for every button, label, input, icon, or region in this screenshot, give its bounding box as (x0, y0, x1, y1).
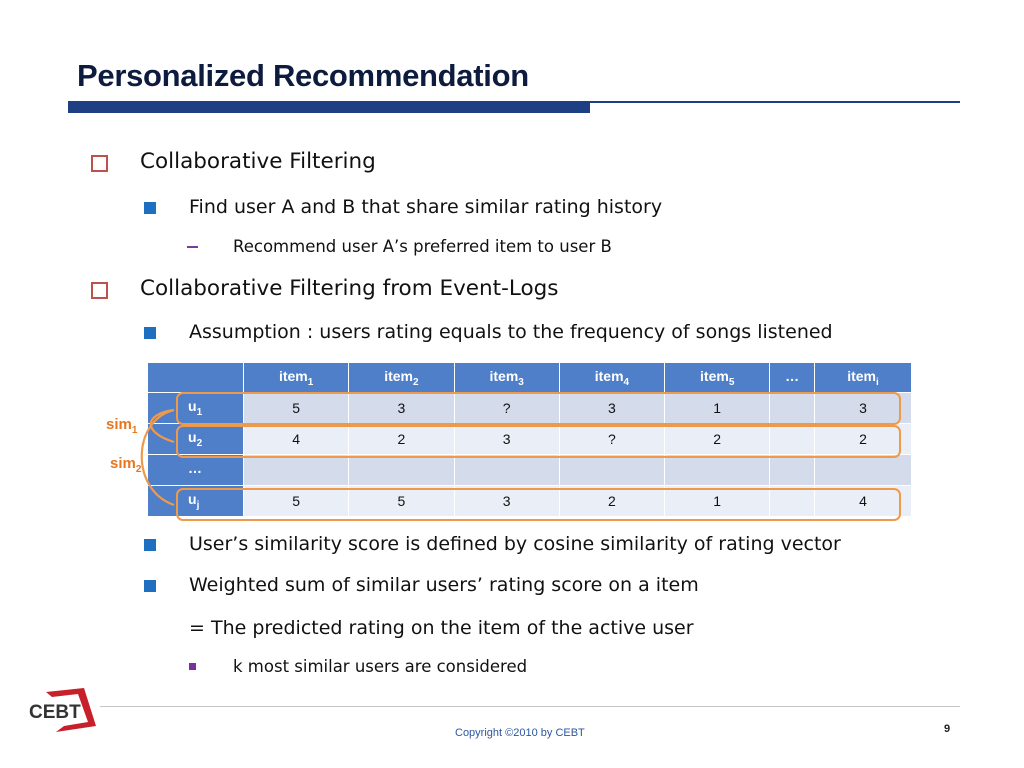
filled-square-icon (144, 327, 156, 339)
rating-cell (769, 392, 815, 424)
table-row: … (147, 454, 913, 486)
rating-cell (348, 454, 455, 486)
bullet-text: Collaborative Filtering (140, 149, 376, 174)
table-header-cell: item1 (242, 362, 350, 393)
row-highlight-u2 (176, 425, 901, 458)
hollow-square-icon (91, 155, 108, 172)
rating-cell (664, 454, 771, 486)
logo-red-frame (46, 688, 96, 732)
rating-cell: 2 (558, 485, 666, 517)
rating-table: item1 item2 item3 item4 item5 … itemi u1… (147, 362, 913, 517)
rating-cell: 1 (664, 485, 771, 517)
table-header-cell: item5 (664, 362, 771, 393)
bullet-text: Assumption : users rating equals to the … (189, 321, 833, 343)
filled-square-icon (144, 580, 156, 592)
bullet-text: Collaborative Filtering from Event-Logs (140, 276, 559, 301)
rating-cell: 3 (558, 392, 666, 424)
bullet-text: k most similar users are considered (233, 657, 528, 676)
table-header-row: item1 item2 item3 item4 item5 … itemi (147, 362, 913, 393)
hollow-square-icon (91, 282, 108, 299)
predicted-rating-line: = The predicted rating on the item of th… (189, 617, 694, 639)
table-header-cell: … (769, 362, 815, 393)
rating-cell (242, 454, 350, 486)
row-highlight-uj (176, 488, 901, 521)
copyright-text: Copyright ©2010 by CEBT (455, 727, 585, 739)
cebt-logo: CEBT (29, 688, 96, 732)
rating-cell: 2 (664, 423, 771, 455)
title-underline-bar (68, 101, 590, 113)
rating-cell: 5 (242, 485, 350, 517)
rating-cell: 5 (348, 485, 455, 517)
title-underline-line (590, 101, 960, 103)
bullet-text: User’s similarity score is defined by co… (189, 533, 841, 555)
rating-cell (813, 454, 913, 486)
sim1-label: sim1 (106, 416, 138, 436)
rating-cell: 5 (242, 392, 350, 424)
slide-title: Personalized Recommendation (77, 58, 529, 93)
table-header-cell: item2 (348, 362, 455, 393)
filled-square-icon (144, 539, 156, 551)
rating-cell: ? (453, 392, 560, 424)
small-square-icon (189, 663, 196, 670)
bullet-text: Recommend user A’s preferred item to use… (233, 237, 612, 256)
rating-cell (769, 423, 815, 455)
rating-cell: 4 (242, 423, 350, 455)
row-highlight-u1 (176, 392, 901, 425)
table-header-cell: itemi (813, 362, 913, 393)
rating-cell: 2 (348, 423, 455, 455)
rating-cell (558, 454, 666, 486)
table-corner-cell (147, 362, 244, 393)
rating-cell: 3 (453, 485, 560, 517)
sim2-label: sim2 (110, 455, 142, 475)
page-number: 9 (944, 723, 951, 735)
row-header-cell: … (147, 454, 244, 486)
rating-cell (769, 454, 815, 486)
table-header-cell: item4 (558, 362, 666, 393)
filled-square-icon (144, 202, 156, 214)
dash-icon (187, 246, 198, 248)
table-header-cell: item3 (453, 362, 560, 393)
footer-divider (100, 706, 960, 707)
bullet-text: Find user A and B that share similar rat… (189, 196, 663, 218)
rating-cell (453, 454, 560, 486)
bullet-text: Weighted sum of similar users’ rating sc… (189, 574, 699, 596)
logo-text: CEBT (29, 702, 81, 723)
